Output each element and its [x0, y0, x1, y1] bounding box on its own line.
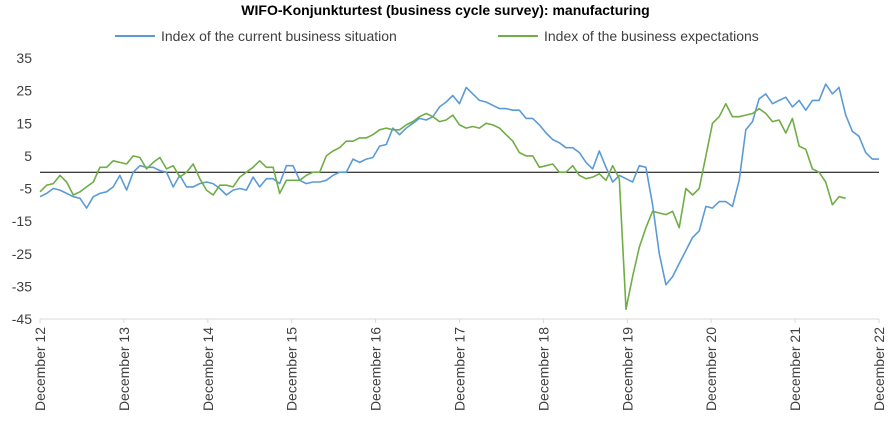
y-tick-label: -35 — [12, 278, 32, 294]
y-tick-label: -25 — [12, 246, 32, 262]
x-tick-label: December 14 — [200, 327, 216, 411]
x-tick-label: December 15 — [284, 327, 300, 411]
y-tick-label: 5 — [24, 148, 32, 164]
legend-swatch-expectations — [498, 35, 538, 37]
x-tick-label: December 19 — [619, 327, 635, 411]
legend-swatch-current-situation — [115, 35, 155, 37]
y-tick-label: 25 — [16, 83, 32, 99]
x-tick-label: December 22 — [871, 327, 887, 411]
legend: Index of the current business situation … — [0, 28, 891, 50]
legend-label-expectations: Index of the business expectations — [544, 28, 759, 44]
x-axis: December 12 December 13 December 14 Decembe… — [32, 171, 887, 411]
x-tick-label: December 12 — [32, 327, 48, 411]
legend-item-current-situation: Index of the current business situation — [115, 28, 397, 44]
legend-item-expectations: Index of the business expectations — [498, 28, 759, 44]
y-axis: 35 25 15 5 -5 -15 -25 -35 -45 — [12, 50, 32, 327]
x-tick-label: December 18 — [535, 327, 551, 411]
legend-label-current-situation: Index of the current business situation — [161, 28, 397, 44]
y-tick-label: -15 — [12, 213, 32, 229]
series-line-current-situation — [39, 83, 879, 286]
x-tick-label: December 13 — [116, 327, 132, 411]
y-tick-label: -5 — [20, 181, 33, 197]
x-tick-label: December 16 — [368, 327, 384, 411]
series-layer — [39, 83, 879, 311]
x-tick-label: December 20 — [703, 327, 719, 411]
x-tick-label: December 17 — [452, 327, 468, 411]
y-tick-label: 35 — [16, 50, 32, 66]
series-line-expectations — [39, 102, 846, 311]
x-tick-label: December 21 — [787, 327, 803, 411]
y-tick-label: 15 — [16, 115, 32, 131]
y-tick-label: -45 — [12, 311, 32, 327]
chart-title: WIFO-Konjunkturtest (business cycle surv… — [241, 2, 650, 18]
